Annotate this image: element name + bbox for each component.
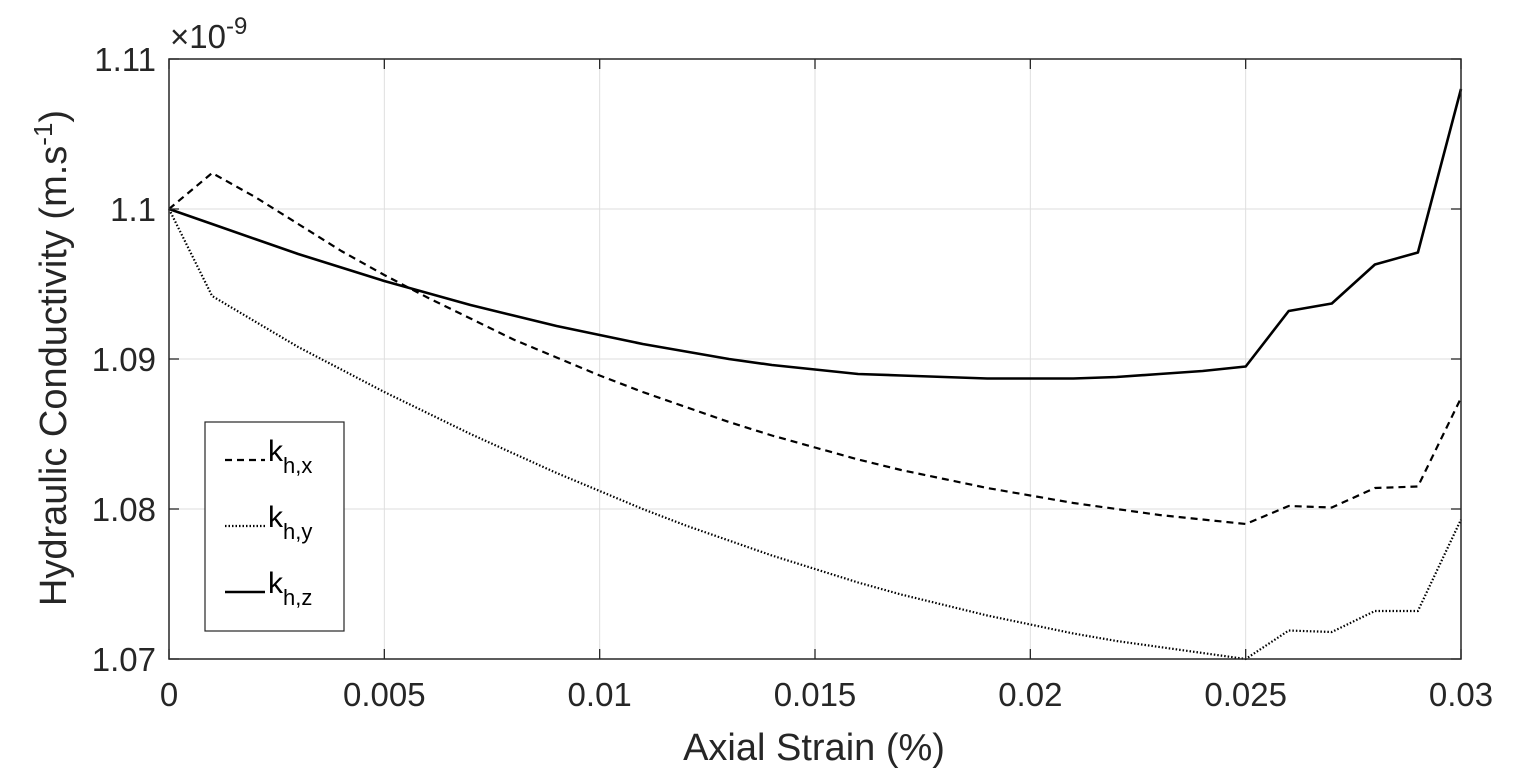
y-tick-label: 1.07 [92,641,156,678]
y-tick-label: 1.09 [92,341,156,378]
x-tick-label: 0 [160,676,178,713]
legend-box [204,421,345,632]
y-tick-label: 1.08 [92,491,156,528]
y-tick-label: 1.11 [94,41,156,78]
exponent-label: ×10-9 [170,13,247,55]
legend-label-z: kh,z [268,567,312,610]
series-line-h-z [168,88,1463,380]
y-tick-labels: 1.07 1.08 1.09 1.1 1.11 [92,41,156,678]
tick-marks [168,58,1462,660]
x-axis-label: Axial Strain (%) [683,727,945,769]
x-tick-label: 0.015 [774,676,857,713]
legend-label-x: kh,x [268,435,312,478]
x-tick-labels: 0 0.005 0.01 0.015 0.02 0.025 0.03 [160,676,1493,713]
y-axis-label: Hydraulic Conductivity (m.s-1) [28,110,75,606]
legend-label-y: kh,y [268,501,312,544]
x-tick-label: 0.025 [1204,676,1287,713]
y-tick-label: 1.1 [110,191,156,228]
x-tick-label: 0.01 [568,676,632,713]
x-tick-label: 0.02 [998,676,1062,713]
legend: kh,x kh,y kh,z [204,421,345,632]
x-tick-label: 0.03 [1429,676,1493,713]
series-line-h-x [168,171,1462,526]
x-tick-label: 0.005 [343,676,426,713]
